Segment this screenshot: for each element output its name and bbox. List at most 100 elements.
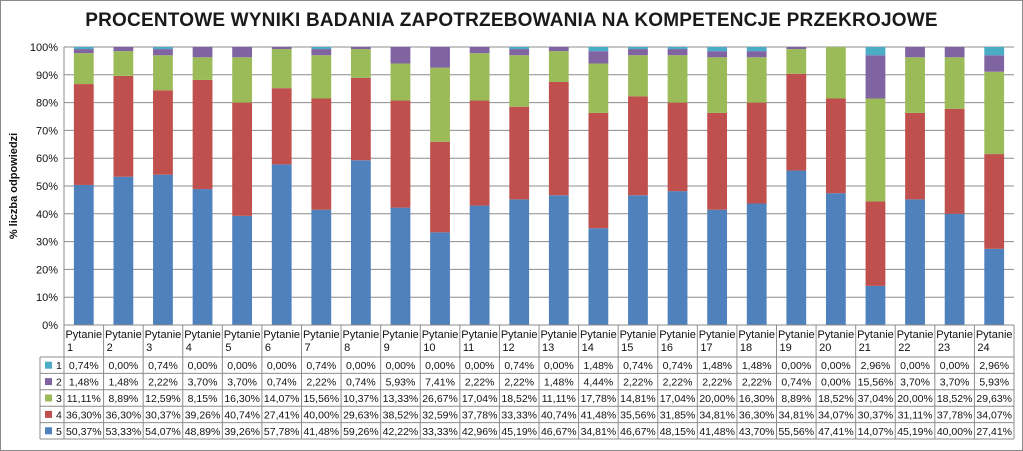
chart-title: PROCENTOWE WYNIKI BADANIA ZAPOTRZEBOWANI… xyxy=(85,10,938,31)
bar-segment xyxy=(865,55,886,99)
bar-segment xyxy=(984,71,1005,155)
data-label: 17,04% xyxy=(462,393,498,405)
data-label: 46,67% xyxy=(541,426,577,438)
bar-segment xyxy=(548,47,569,52)
bar-segment xyxy=(271,47,292,50)
category-label: Pytanie 2 xyxy=(105,329,142,354)
data-label: 0,00% xyxy=(900,360,930,372)
bar-segment xyxy=(350,160,371,325)
data-label: 53,33% xyxy=(106,426,142,438)
bar-segment xyxy=(628,195,648,325)
legend-key-2 xyxy=(45,378,52,386)
bar-segment xyxy=(786,73,807,171)
bar-segment xyxy=(390,47,411,64)
y-tick-label: 100% xyxy=(30,42,58,54)
data-label: 35,56% xyxy=(620,409,656,421)
bar-segment xyxy=(588,112,609,229)
bar-segment xyxy=(113,176,134,325)
data-label: 5,93% xyxy=(979,377,1009,389)
y-tick-label: 90% xyxy=(36,70,58,82)
data-label: 0,00% xyxy=(465,360,495,372)
legend-label: 4 xyxy=(56,409,62,421)
data-label: 2,22% xyxy=(702,377,732,389)
data-label: 3,70% xyxy=(188,377,218,389)
data-label: 0,00% xyxy=(346,360,376,372)
bar-segment xyxy=(944,57,965,109)
data-label: 0,00% xyxy=(425,360,455,372)
legend-key-3 xyxy=(45,394,52,402)
bar-segment xyxy=(232,215,253,325)
data-label: 39,26% xyxy=(185,409,221,421)
bar-segment xyxy=(271,49,292,89)
data-label: 42,96% xyxy=(462,426,498,438)
data-label: 0,00% xyxy=(821,360,851,372)
legend-label: 1 xyxy=(56,360,62,372)
data-label: 54,07% xyxy=(145,426,181,438)
data-label: 1,48% xyxy=(108,377,138,389)
category-label: Pytanie 23 xyxy=(936,329,973,354)
data-label: 10,37% xyxy=(343,393,379,405)
category-label: Pytanie 7 xyxy=(303,329,340,354)
data-label: 55,56% xyxy=(778,426,814,438)
y-tick-label: 0% xyxy=(42,320,58,332)
bar-segment xyxy=(905,47,925,58)
bar-segment xyxy=(825,47,846,99)
bar-segment xyxy=(153,174,173,325)
data-label: 2,22% xyxy=(148,377,178,389)
bar-segment xyxy=(825,98,846,194)
bar-segment xyxy=(588,47,609,52)
data-label: 8,15% xyxy=(188,393,218,405)
data-label: 34,81% xyxy=(778,409,814,421)
data-label: 2,96% xyxy=(861,360,891,372)
bar-segment xyxy=(192,189,213,325)
category-label: Pytanie 21 xyxy=(857,329,894,354)
bar-segment xyxy=(984,154,1005,249)
data-label: 0,74% xyxy=(267,377,297,389)
data-label: 0,74% xyxy=(306,360,336,372)
category-label: Pytanie 24 xyxy=(976,329,1013,354)
category-label: Pytanie 13 xyxy=(540,329,577,354)
data-label: 37,78% xyxy=(462,409,498,421)
data-label: 18,52% xyxy=(818,393,854,405)
bar-segment xyxy=(430,232,450,325)
bar-segment xyxy=(825,193,846,325)
data-label: 0,74% xyxy=(346,377,376,389)
category-label: Pytanie 15 xyxy=(620,329,657,354)
bar-segment xyxy=(865,285,886,325)
bar-segment xyxy=(944,108,965,214)
data-label: 46,67% xyxy=(620,426,656,438)
bar-segment xyxy=(469,53,490,101)
data-label: 18,52% xyxy=(937,393,973,405)
data-label: 14,81% xyxy=(620,393,656,405)
bar-segment xyxy=(588,51,609,64)
category-label: Pytanie 16 xyxy=(659,329,696,354)
category-label: Pytanie 11 xyxy=(461,329,498,354)
data-label: 0,00% xyxy=(386,360,416,372)
data-label: 16,30% xyxy=(739,393,775,405)
data-label: 2,22% xyxy=(623,377,653,389)
data-label: 33,33% xyxy=(422,426,458,438)
bar-segment xyxy=(548,195,569,325)
data-label: 33,33% xyxy=(501,409,537,421)
data-label: 0,00% xyxy=(188,360,218,372)
data-label: 37,78% xyxy=(937,409,973,421)
data-label: 17,04% xyxy=(660,393,696,405)
bar-segment xyxy=(905,112,925,200)
bar-segment xyxy=(865,201,886,286)
category-label: Pytanie 14 xyxy=(580,329,617,354)
data-label: 43,70% xyxy=(739,426,775,438)
data-label: 2,22% xyxy=(663,377,693,389)
data-label: 2,22% xyxy=(306,377,336,389)
data-label: 34,81% xyxy=(699,409,735,421)
bar-segment xyxy=(350,49,371,78)
bar-segment xyxy=(232,102,253,216)
bar-segment xyxy=(350,47,371,50)
bar-segment xyxy=(430,67,450,142)
data-label: 0,00% xyxy=(544,360,574,372)
category-label: Pytanie 20 xyxy=(818,329,855,354)
y-tick-label: 40% xyxy=(36,209,58,221)
data-label: 30,37% xyxy=(145,409,181,421)
bar-segment xyxy=(232,57,253,103)
bar-segment xyxy=(786,49,807,74)
bar-segment xyxy=(984,47,1005,56)
